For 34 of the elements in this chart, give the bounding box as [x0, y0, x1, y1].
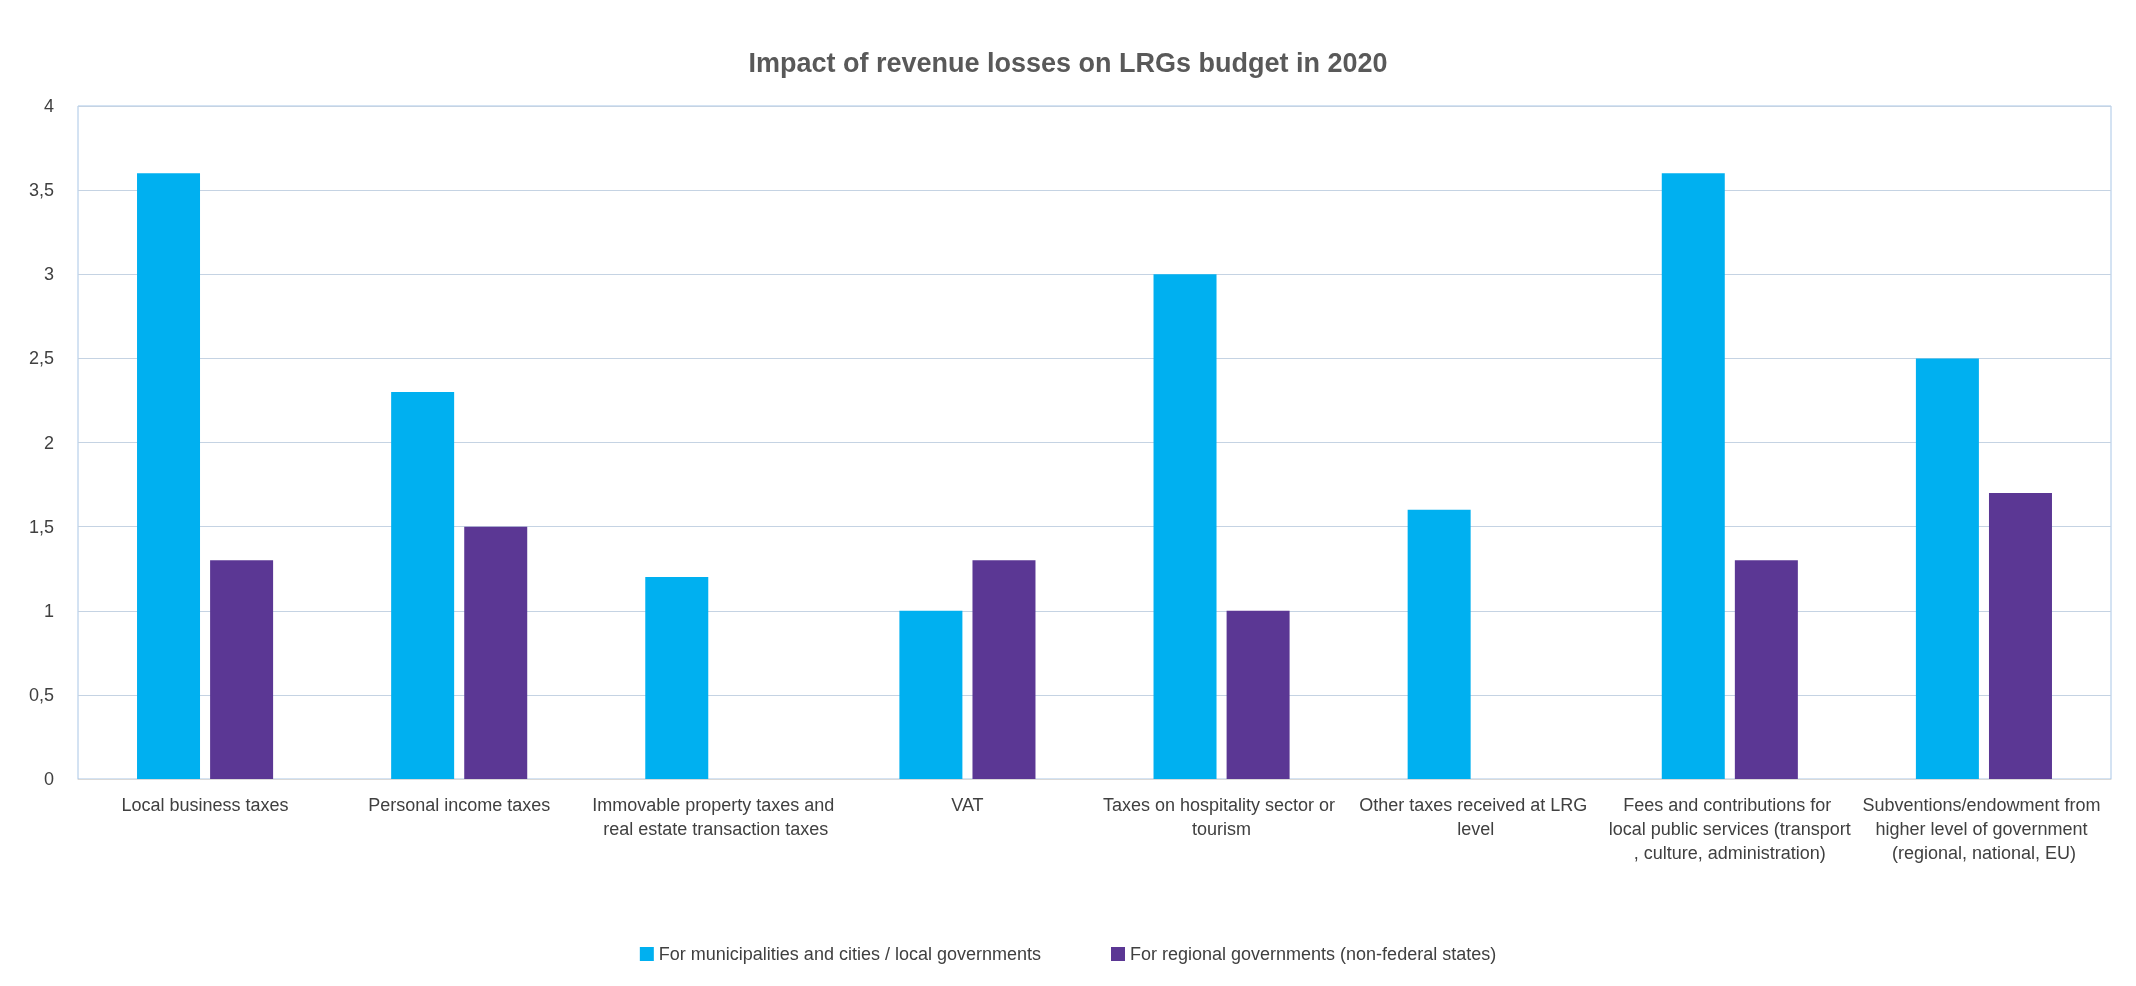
y-tick-label: 4 [43, 96, 54, 116]
bar [210, 560, 274, 779]
bar [899, 610, 963, 779]
bar [1734, 560, 1798, 779]
y-tick-label: 0,5 [28, 684, 54, 705]
bar [1915, 358, 1979, 779]
y-tick-label: 2 [43, 432, 54, 453]
bar [391, 392, 455, 779]
chart-title: Impact of revenue losses on LRGs budget in 2020 [748, 47, 1388, 78]
bar [1661, 173, 1725, 779]
bar [1988, 492, 2052, 779]
y-tick-label: 0 [43, 769, 54, 789]
bar [1407, 509, 1471, 779]
bar [137, 173, 201, 779]
x-tick-label: Other taxes received at LRG level [1359, 795, 1593, 839]
legend-label: For municipalities and cities / local governments [658, 944, 1041, 964]
bar [1226, 610, 1290, 779]
x-tick-label: Subventions/endowment from higher level of government (regional, national, EU) [1862, 795, 2106, 863]
y-tick-label: 3,5 [28, 180, 54, 201]
x-tick-label: Personal income taxes [368, 795, 551, 815]
bar [645, 577, 709, 779]
y-tick-label: 2,5 [28, 348, 54, 369]
legend-label: For regional governments (non-federal states) [1129, 944, 1497, 964]
x-tick-label: Immovable property taxes and real estate transaction taxes [592, 795, 835, 839]
x-tick-label: Local business taxes [121, 795, 289, 815]
x-tick-label: Taxes on hospitality sector or tourism [1103, 795, 1341, 839]
y-tick-label: 1 [43, 600, 54, 621]
bar [1153, 274, 1217, 779]
x-tick-label: Fees and contributions for local public services (transport, culture, administration) [1608, 795, 1851, 863]
y-tick-label: 1,5 [28, 516, 54, 537]
y-tick-label: 3 [43, 264, 54, 285]
x-tick-label: VAT [951, 795, 984, 815]
bar [464, 526, 528, 779]
bar [972, 560, 1036, 779]
